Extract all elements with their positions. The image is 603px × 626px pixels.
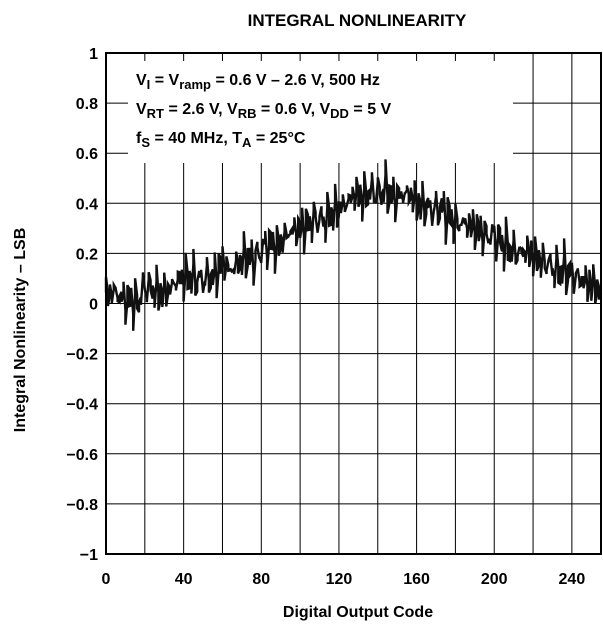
y-axis-label: Integral Nonlinearity – LSB (12, 228, 29, 432)
annotation-line: fS = 40 MHz, TA = 25°C (136, 130, 306, 150)
y-tick-label: −0.4 (66, 397, 98, 414)
inl-series-line-0 (104, 159, 603, 331)
y-tick-label: 0.6 (76, 146, 98, 163)
x-tick-label: 80 (252, 571, 270, 588)
annotation-backdrop (128, 61, 513, 163)
y-tick-label: −0.6 (66, 447, 98, 464)
annotation-line: VI = Vramp = 0.6 V – 2.6 V, 500 Hz (136, 72, 380, 92)
x-axis-label: Digital Output Code (283, 604, 433, 621)
y-tick-label: −0.8 (66, 497, 98, 514)
y-tick-label: 1 (89, 46, 98, 63)
x-tick-label: 0 (102, 571, 111, 588)
series-group (104, 159, 603, 331)
y-tick-label: 0.8 (76, 96, 98, 113)
y-tick-label: 0 (89, 297, 98, 314)
condition-annotations: VI = Vramp = 0.6 V – 2.6 V, 500 Hz VRT = … (128, 61, 513, 163)
y-tick-label: −1 (80, 547, 98, 564)
y-tick-labels: 1 0.8 0.6 0.4 0.2 0 −0.2 −0.4 −0.6 −0.8 −1 (66, 46, 98, 564)
x-tick-label: 120 (326, 571, 353, 588)
y-tick-label: 0.2 (76, 246, 98, 263)
x-tick-label: 240 (559, 571, 586, 588)
plot-frame (105, 52, 602, 555)
annotation-line: VRT = 2.6 V, VRB = 0.6 V, VDD = 5 V (136, 101, 392, 121)
x-tick-label: 160 (403, 571, 430, 588)
chart-title: INTEGRAL NONLINEARITY (248, 11, 467, 30)
y-tick-label: −0.2 (66, 347, 98, 364)
x-tick-label: 40 (175, 571, 193, 588)
x-tick-label: 200 (481, 571, 508, 588)
y-tick-label: 0.4 (76, 196, 98, 213)
x-tick-labels: 0 40 80 120 160 200 240 (102, 571, 586, 588)
